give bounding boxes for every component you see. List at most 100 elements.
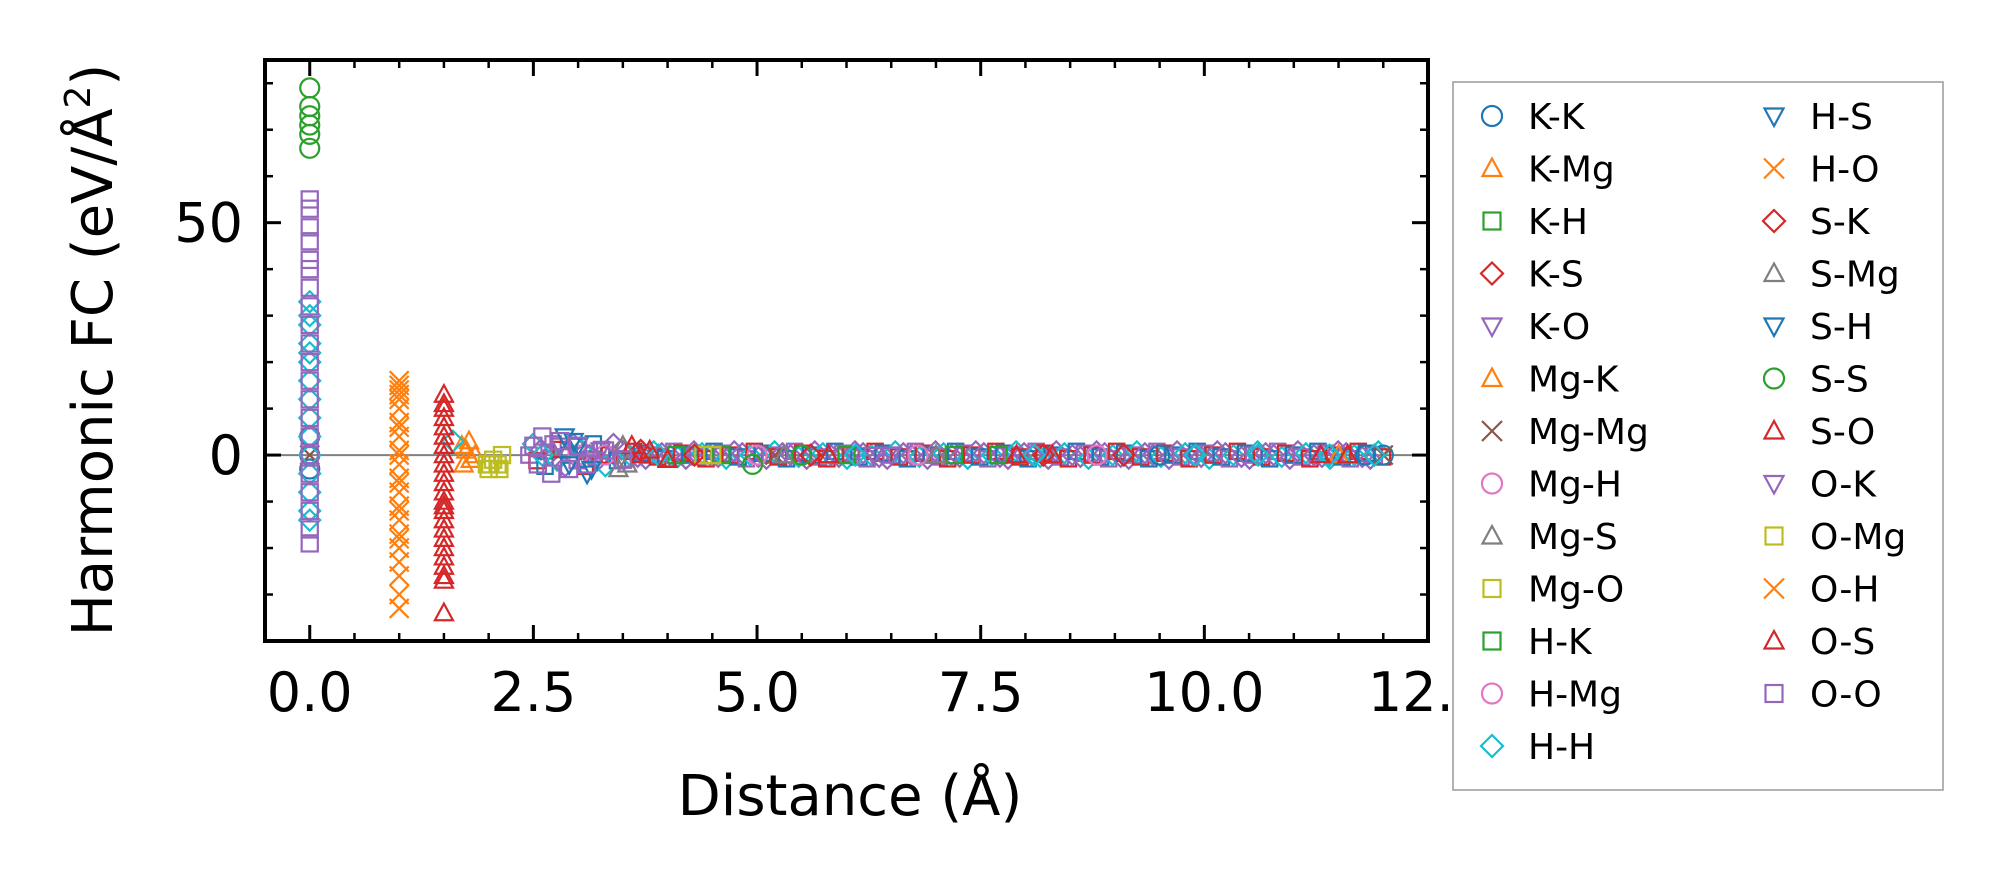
data-point [1086,444,1108,466]
legend-marker [1480,366,1504,388]
legend-label: Mg-K [1528,360,1620,401]
legend-marker [1762,418,1786,440]
data-point [388,584,410,605]
data-point [1031,443,1056,468]
legend-label: S-S [1810,360,1869,401]
data-point [300,315,319,335]
legend-marker [1764,526,1784,546]
legend-marker [1480,104,1504,128]
data-point [558,456,581,477]
band-marker [1052,441,1076,465]
data-point [577,455,597,474]
data-point [450,433,473,455]
plot-area [263,58,1430,643]
data-point [388,416,410,438]
data-point [1005,443,1028,464]
legend-marker [1763,577,1785,600]
data-point [300,534,319,553]
data-point [300,297,319,316]
legend-marker [1480,523,1504,545]
band-marker [1221,443,1245,467]
legend-label: O-K [1810,465,1877,506]
band-marker [658,443,682,467]
band-marker [1246,439,1270,463]
data-point [1246,443,1271,468]
data-point [492,445,512,465]
data-point [1362,443,1387,468]
legend: K-K K-Mg K-H K-S K-O Mg-K Mg-Mg Mg-H Mg-S Mg-O H-K… [1452,81,1944,791]
band-marker [1205,439,1229,463]
data-point [300,232,319,251]
legend-marker [1762,261,1786,283]
legend-marker [1761,208,1787,234]
data-point [542,464,561,483]
band-marker [916,447,939,471]
series-s-s [299,77,813,475]
x-axis-label: Distance (Å) [678,763,1023,829]
legend-label: Mg-H [1528,465,1622,506]
band-marker [1181,443,1205,467]
data-point [388,528,410,550]
band-marker [1238,447,1261,471]
series-s-o [433,382,1359,622]
data-point [944,445,964,465]
data-point [613,450,633,469]
legend-label: S-Mg [1810,255,1900,296]
data-point [773,443,795,464]
data-point [300,334,319,353]
series-h-h [297,289,1387,533]
data-point [433,392,455,413]
data-point [388,472,410,494]
legend-marker [1762,317,1786,339]
data-point [628,438,653,463]
y-axis-label-main: Harmonic FC (eV/Å [60,108,126,636]
band-marker [875,447,899,471]
band-marker [1302,443,1326,467]
band-marker [996,447,1020,471]
legend-label: S-K [1810,202,1871,243]
band-marker [1173,441,1197,465]
band-marker [964,439,988,463]
series-o-o [300,190,633,553]
data-point [300,464,319,483]
legend-marker [1482,631,1502,651]
data-point [300,352,319,372]
data-point [300,278,319,297]
data-point [1111,443,1136,468]
band-marker [1294,441,1318,465]
data-point [682,443,707,468]
data-point [862,446,885,467]
data-point [629,443,652,464]
series-o-s [433,392,1028,589]
data-point [300,445,319,465]
x-tick-label: 10.0 [1144,661,1264,724]
data-point [817,443,840,464]
legend-label: Mg-S [1528,517,1618,558]
data-point [300,371,319,390]
data-point [297,508,322,533]
legend-marker [1482,211,1502,231]
band-marker [1254,441,1278,465]
data-point [1041,443,1064,464]
band-marker [1125,439,1149,463]
data-point [300,250,319,270]
band-marker [899,443,923,467]
band-marker [1141,443,1165,467]
band-marker [1060,443,1084,467]
x-tick-label: 5.0 [714,661,800,724]
series-k-s [628,438,1056,468]
legend-marker [1481,420,1503,442]
data-point [837,445,856,465]
legend-frame [1452,81,1944,791]
legend-label: O-O [1810,675,1882,716]
legend-label: O-Mg [1810,517,1906,558]
data-point [551,431,570,451]
legend-label: Mg-O [1528,570,1624,611]
band-marker [634,447,658,471]
data-point [638,438,661,459]
band-marker [1157,447,1181,471]
legend-marker [1480,156,1504,178]
data-point [388,379,410,401]
band-marker [1286,439,1310,463]
